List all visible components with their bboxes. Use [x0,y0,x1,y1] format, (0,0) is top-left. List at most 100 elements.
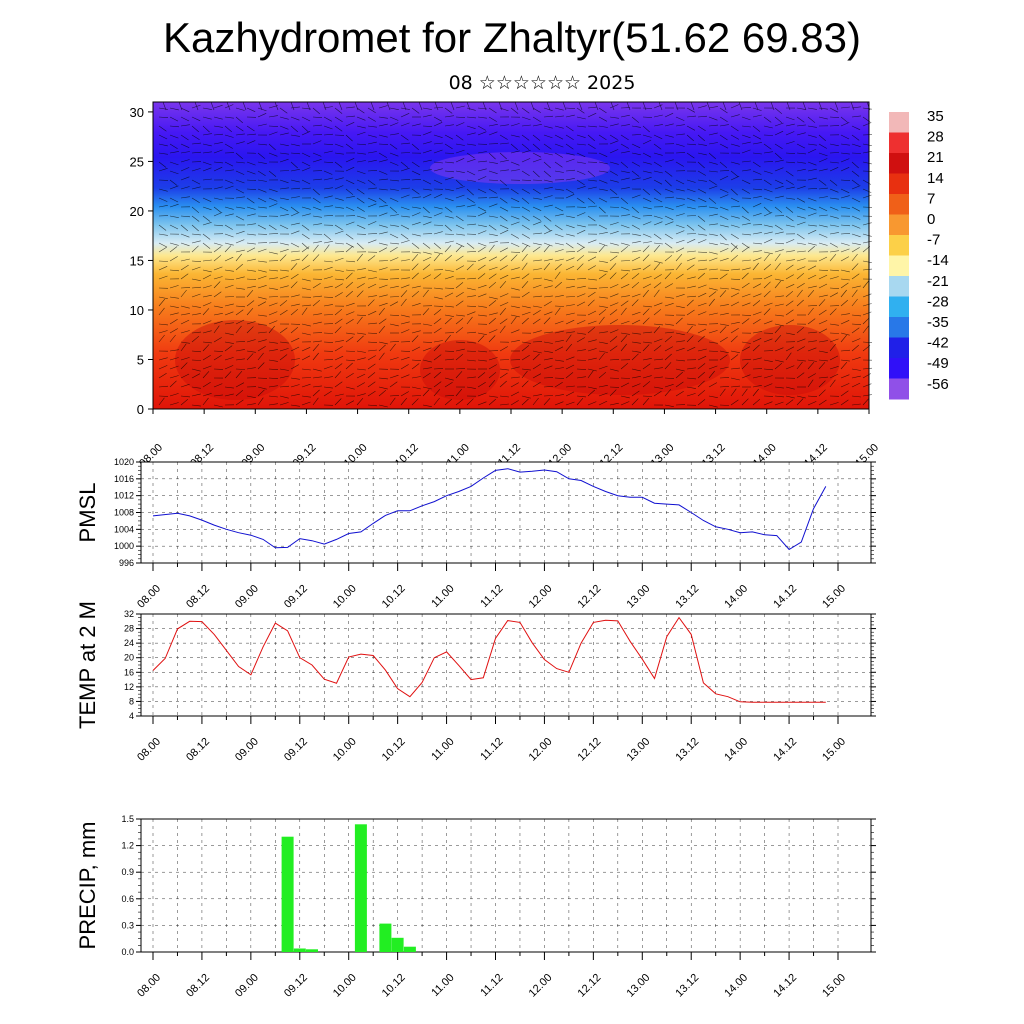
wind-barb [402,101,407,111]
wind-barb [158,143,168,147]
wind-barb [609,336,618,343]
wind-barb [378,260,389,262]
wind-barb [521,281,529,289]
wind-barb [796,372,805,379]
wind-barb [576,398,584,406]
wind-barb [697,170,706,176]
wind-barb [543,311,553,316]
wind-barb [587,239,597,244]
wind-barb [763,302,773,307]
wind-barb [466,331,477,334]
wind-barb [180,134,189,141]
wind-barb [598,152,608,157]
wind-barb [224,311,234,316]
wind-barb [367,170,378,172]
wind-barb [279,275,289,280]
wind-barb [389,152,399,157]
wind-barb [521,188,530,194]
wind-barb [829,308,837,316]
wind-barb [741,282,750,289]
wind-barb [851,215,861,220]
wind-barb [345,281,353,289]
precip-bar [281,836,294,952]
wind-barb [246,133,257,136]
wind-barb [631,332,641,335]
wind-barb [543,258,553,262]
wind-barb [730,385,741,388]
wind-barb [345,302,355,307]
wind-barb [246,321,256,325]
wind-barb [510,314,520,318]
wind-barb [202,151,212,154]
wind-barb [565,169,576,172]
wind-barb [312,385,322,388]
wind-barb [323,276,333,280]
wind-barb [708,152,716,160]
wind-barb [554,152,563,158]
wind-barb [323,170,333,175]
wind-barb [499,368,509,371]
wind-barb [719,215,729,220]
wind-barb [521,273,530,280]
wind-barb [444,115,454,118]
wind-barb [422,215,432,219]
wind-barb [664,323,674,326]
wind-barb [477,160,488,163]
wind-barb [708,197,717,204]
pmsl-line [152,468,827,551]
wind-barb [466,350,477,352]
wind-barb [587,389,595,397]
colorbar-label: -35 [927,314,949,331]
wind-barb [334,363,343,370]
wind-barb [675,391,684,397]
wind-barb [620,260,631,262]
wind-barb [719,161,728,169]
wind-barb [840,195,850,199]
wind-barb [224,134,234,138]
wind-barb [587,143,596,150]
wind-barb [658,101,663,111]
wind-barb [191,393,201,397]
wind-barb [785,224,795,228]
wind-barb [213,224,224,227]
wind-barb [774,185,784,190]
precip-xtick-label: 11.00 [429,972,456,999]
wind-barb [235,116,243,124]
wind-barb [477,125,487,131]
wind-barb [389,374,399,379]
wind-barb [210,101,215,111]
temp-xtick-label: 10.00 [331,736,359,764]
wind-barb [180,186,190,190]
colorbar-label: -42 [927,335,949,352]
wind-barb [213,404,223,408]
wind-barb [631,116,640,123]
wind-barb [587,256,597,262]
wind-barb [158,266,168,271]
wind-barb [730,292,740,298]
wind-barb [785,161,796,164]
wind-barb [675,239,685,244]
wind-barb [268,359,278,362]
wind-barb [488,300,497,307]
wind-barb [708,257,718,262]
wind-barb [356,131,366,136]
wind-barb [158,330,168,334]
pmsl-xtick-label: 11.00 [429,583,456,610]
wind-barb [840,278,850,281]
wind-barb [752,338,762,343]
wind-barb [290,179,300,183]
wind-barb [807,307,814,316]
wind-barb [367,239,377,244]
wind-barb [620,269,631,272]
wind-barb [675,161,684,167]
wind-barb [411,179,422,181]
wind-barb [774,262,781,271]
wind-barb [246,285,256,289]
wind-barb [609,196,620,199]
wind-barb [741,358,752,361]
wind-barb [653,367,663,370]
wind-barb [510,188,519,195]
wind-barb [378,170,388,175]
pmsl-ytick-label: 1016 [114,474,134,484]
wind-barb [521,158,531,163]
